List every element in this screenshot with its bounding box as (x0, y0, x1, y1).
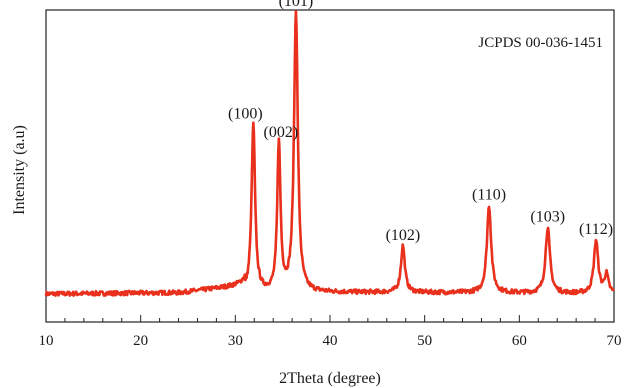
peak-label: (100) (228, 105, 263, 122)
x-tick-label: 50 (417, 333, 432, 349)
peak-label: (101) (279, 0, 314, 10)
plot-border (45, 9, 615, 323)
x-axis-ticks: 10 20 30 40 50 60 70 (39, 315, 622, 349)
y-axis-title: Intensity (a.u) (11, 125, 28, 215)
peak-label: (102) (386, 227, 421, 244)
series-layer (44, 10, 616, 297)
x-tick-label: 70 (607, 333, 622, 349)
x-tick-label: 40 (323, 333, 338, 349)
x-tick-label: 30 (228, 333, 243, 349)
reference-annotation: JCPDS 00-036-1451 (478, 35, 603, 51)
peak-label: (110) (472, 187, 506, 204)
plot-area (45, 9, 615, 323)
peak-labels: (100)(002) (101) (102) (110) (103) (112) (228, 0, 613, 244)
x-tick-label: 60 (512, 333, 527, 349)
x-tick-label: 20 (133, 333, 148, 349)
x-axis-title: 2Theta (degree) (279, 370, 381, 387)
xrd-pattern-line (44, 10, 616, 297)
peak-label: (112) (579, 221, 613, 238)
peak-label: (002) (264, 124, 299, 141)
peak-label: (103) (530, 208, 565, 225)
x-tick-label: 10 (39, 333, 54, 349)
